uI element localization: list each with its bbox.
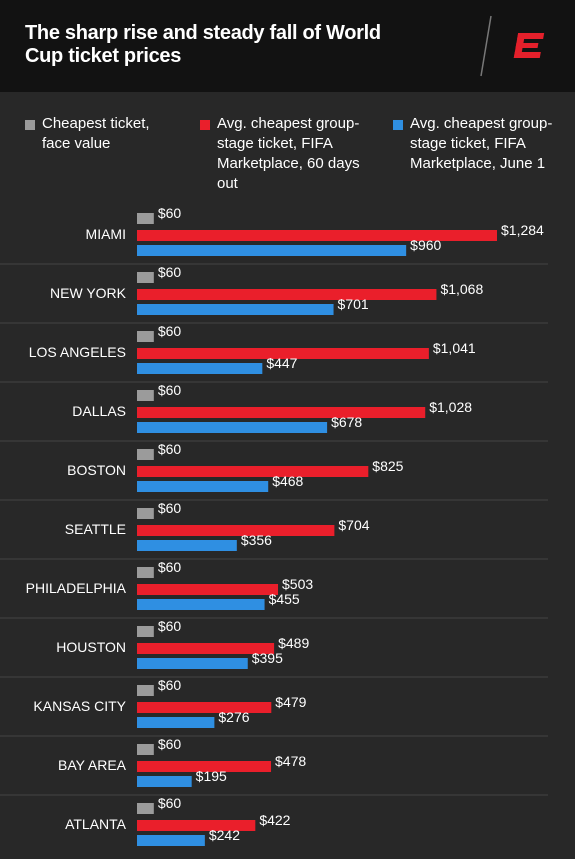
value-label: $503	[282, 576, 313, 592]
value-label: $468	[272, 473, 303, 489]
category-label: MIAMI	[86, 226, 126, 242]
value-label: $60	[158, 205, 182, 221]
value-label: $704	[338, 517, 369, 533]
value-label: $678	[331, 414, 362, 430]
legend-swatch	[393, 120, 403, 130]
value-label: $447	[266, 355, 297, 371]
value-label: $1,068	[440, 281, 483, 297]
logo	[480, 15, 545, 77]
category-label: LOS ANGELES	[29, 344, 126, 360]
bar	[137, 626, 154, 637]
bar	[137, 567, 154, 578]
category-label: DALLAS	[72, 403, 126, 419]
category-label: ATLANTA	[65, 816, 127, 832]
value-label: $479	[275, 694, 306, 710]
value-label: $242	[209, 827, 240, 843]
bar	[137, 230, 497, 241]
bar	[137, 245, 407, 256]
value-label: $1,284	[501, 222, 544, 238]
value-label: $478	[275, 753, 306, 769]
bar	[137, 272, 154, 283]
bar	[137, 835, 205, 846]
bar	[137, 776, 192, 787]
bar	[137, 407, 426, 418]
category-label: NEW YORK	[50, 285, 127, 301]
value-label: $1,041	[433, 340, 476, 356]
bar	[137, 390, 154, 401]
chart-title: The sharp rise and steady fall of World …	[25, 22, 381, 67]
value-label: $276	[218, 709, 249, 725]
value-label: $489	[278, 635, 309, 651]
bar	[137, 599, 265, 610]
legend-label: Avg. cheapest group-stage ticket, FIFA M…	[410, 115, 553, 172]
legend-swatch	[200, 120, 210, 130]
bar	[137, 363, 263, 374]
value-label: $60	[158, 795, 182, 811]
bar	[137, 540, 237, 551]
bar	[137, 449, 154, 460]
bar	[137, 658, 248, 669]
bar	[137, 643, 275, 654]
value-label: $60	[158, 264, 182, 280]
bar	[137, 466, 369, 477]
category-label: HOUSTON	[56, 639, 126, 655]
legend-swatch	[25, 120, 35, 130]
header: The sharp rise and steady fall of World …	[0, 0, 575, 92]
value-label: $701	[338, 296, 369, 312]
value-label: $395	[252, 650, 283, 666]
bar	[137, 820, 256, 831]
value-label: $1,028	[429, 399, 472, 415]
legend-label: Cheapest ticket, face value	[42, 115, 150, 152]
value-label: $60	[158, 323, 182, 339]
bar	[137, 584, 279, 595]
category-label: KANSAS CITY	[33, 698, 126, 714]
bar	[137, 744, 154, 755]
bar	[137, 717, 215, 728]
bar	[137, 348, 429, 359]
category-label: PHILADELPHIA	[26, 580, 127, 596]
category-label: BOSTON	[67, 462, 126, 478]
bar	[137, 761, 272, 772]
bar	[137, 481, 269, 492]
bar	[137, 304, 334, 315]
category-label: SEATTLE	[65, 521, 126, 537]
value-label: $356	[241, 532, 272, 548]
value-label: $195	[196, 768, 227, 784]
bar	[137, 803, 154, 814]
value-label: $825	[372, 458, 403, 474]
bar	[137, 508, 154, 519]
value-label: $60	[158, 382, 182, 398]
legend: Cheapest ticket, face value Avg. cheapest…	[0, 114, 575, 194]
value-label: $60	[158, 736, 182, 752]
bar	[137, 331, 154, 342]
bar	[137, 289, 437, 300]
bar	[137, 702, 272, 713]
value-label: $60	[158, 559, 182, 575]
value-label: $960	[410, 237, 441, 253]
bar	[137, 525, 335, 536]
chart: MIAMI $60 $1,284 $960 NEW YORK $60 $1,068 $701 L…	[0, 205, 548, 846]
value-label: $60	[158, 618, 182, 634]
value-label: $455	[269, 591, 300, 607]
category-label: BAY AREA	[58, 757, 127, 773]
bar	[137, 213, 154, 224]
value-label: $60	[158, 677, 182, 693]
bar	[137, 685, 154, 696]
bar	[137, 422, 328, 433]
value-label: $422	[259, 812, 290, 828]
value-label: $60	[158, 441, 182, 457]
legend-label: Avg. cheapest group-stage ticket, FIFA M…	[217, 115, 360, 192]
value-label: $60	[158, 500, 182, 516]
